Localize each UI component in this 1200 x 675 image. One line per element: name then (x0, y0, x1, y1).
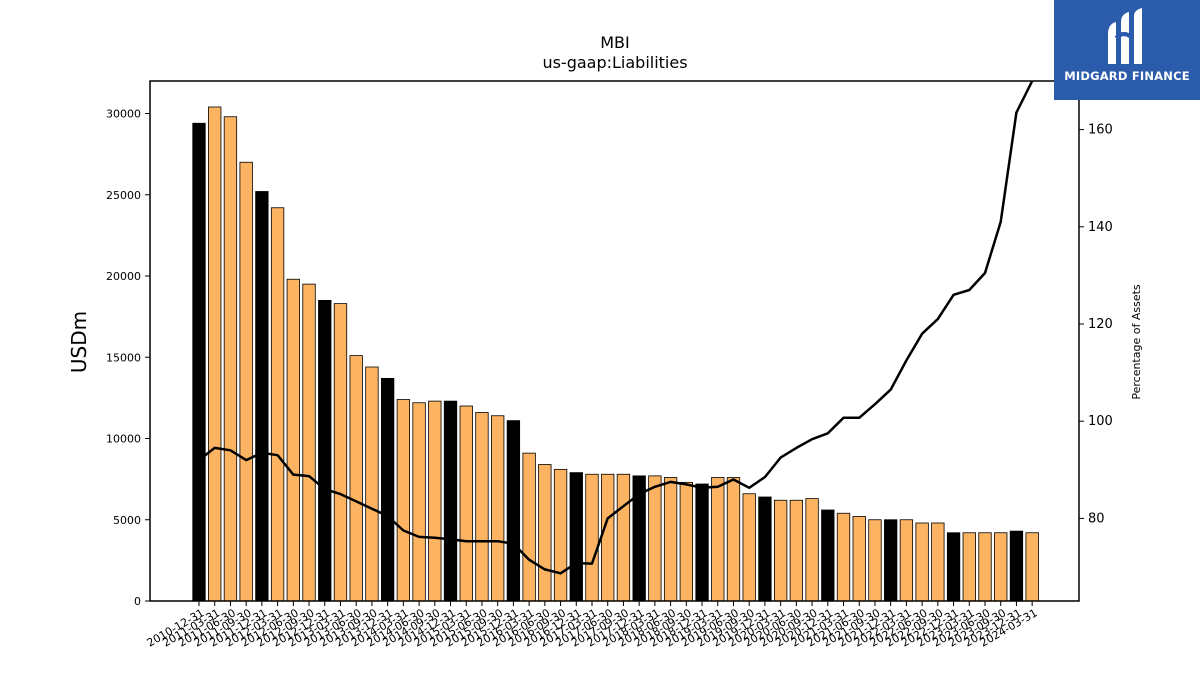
bar-2021-09-30 (868, 519, 882, 602)
bar-2022-03-31 (899, 519, 914, 602)
logo-wordmark: MIDGARD FINANCE (1064, 69, 1190, 83)
bar-2020-09-30 (805, 498, 819, 602)
bar-2024-03-31 (1025, 532, 1039, 602)
bar-2019-06-30 (726, 477, 741, 602)
bar-2023-12-31 (1009, 530, 1024, 602)
y-tick-label: 30000 (106, 108, 141, 121)
bar-2022-12-31 (946, 532, 961, 602)
plot-frame (149, 80, 1080, 602)
bar-2013-12-31 (380, 377, 395, 602)
y2-tick-label: 80 (1088, 511, 1105, 526)
bar-2011-09-30 (239, 161, 253, 602)
y-tick-label: 0 (134, 595, 141, 608)
y2-axis-ticks: 80 100 120 140 160 (1079, 123, 1113, 526)
bar-2018-09-30 (679, 481, 693, 602)
bar-2017-06-30 (601, 473, 615, 602)
bar-2023-03-31 (962, 532, 976, 602)
bar-2014-12-31 (443, 400, 458, 602)
y-axis-ticks: 0 5000 10000 15000 20000 25000 30000 (106, 108, 150, 608)
bar-2016-09-30 (553, 468, 568, 602)
chart-title: MBI (600, 33, 630, 52)
bar-2023-09-30 (994, 532, 1008, 602)
bar-2012-12-31 (318, 299, 332, 602)
bar-2021-06-30 (852, 516, 866, 602)
bar-2021-03-31 (836, 512, 851, 602)
y-tick-label: 10000 (106, 433, 141, 446)
percentage-of-assets-line (198, 80, 1034, 575)
bar-2014-09-30 (428, 400, 442, 602)
midgard-logo-icon (1108, 8, 1142, 64)
bar-2012-03-31 (270, 207, 285, 602)
bar-2011-03-31 (208, 106, 222, 602)
y2-tick-label: 140 (1088, 220, 1113, 235)
bar-2016-03-31 (522, 452, 536, 602)
bar-2014-03-31 (396, 399, 411, 602)
bar-2011-06-30 (223, 116, 238, 602)
bar-2011-12-31 (255, 191, 269, 602)
y2-tick-label: 120 (1088, 317, 1113, 332)
bar-2014-06-30 (412, 402, 426, 602)
bar-2016-06-30 (538, 464, 552, 602)
x-axis-ticks: 2010-12-312011-03-312011-06-302011-09-30… (145, 601, 1040, 650)
y-tick-label: 25000 (106, 189, 141, 202)
y2-axis-label: Percentage of Assets (1130, 284, 1143, 400)
bar-2021-12-31 (884, 519, 898, 602)
bar-2020-03-31 (773, 499, 788, 602)
bar-2013-06-30 (349, 355, 363, 602)
y-axis-label: USDm (67, 311, 91, 373)
bar-2018-06-30 (663, 477, 678, 602)
bar-2020-06-30 (789, 499, 804, 602)
bar-2018-12-31 (695, 483, 709, 602)
bar-2023-06-30 (978, 532, 992, 602)
bar-2012-09-30 (302, 283, 316, 602)
bar-2020-12-31 (821, 509, 835, 602)
y2-tick-label: 160 (1088, 123, 1113, 138)
bar-2019-09-30 (742, 493, 756, 602)
bar-2015-09-30 (491, 415, 505, 602)
midgard-finance-logo: MIDGARD FINANCE (1054, 0, 1200, 100)
bar-2010-12-31 (192, 122, 206, 602)
bar-2022-06-30 (915, 522, 929, 602)
y-tick-label: 20000 (106, 270, 141, 283)
bar-2022-09-30 (931, 522, 945, 602)
bar-2012-06-30 (286, 278, 300, 602)
bar-2013-03-31 (333, 303, 348, 602)
y2-tick-label: 100 (1088, 414, 1113, 429)
bar-2016-12-31 (569, 472, 583, 602)
y-tick-label: 15000 (106, 351, 141, 364)
bar-2013-09-30 (365, 366, 379, 602)
bar-2015-03-31 (459, 405, 473, 602)
bar-2019-12-31 (758, 496, 772, 602)
bar-2018-03-31 (648, 475, 662, 602)
chart-subtitle: us-gaap:Liabilities (542, 53, 687, 72)
bar-2017-09-30 (616, 473, 631, 602)
bar-2015-06-30 (475, 412, 489, 602)
bar-2019-03-31 (711, 477, 725, 602)
bar-2015-12-31 (506, 420, 521, 602)
bar-2017-03-31 (585, 473, 599, 602)
y-tick-label: 5000 (113, 514, 141, 527)
